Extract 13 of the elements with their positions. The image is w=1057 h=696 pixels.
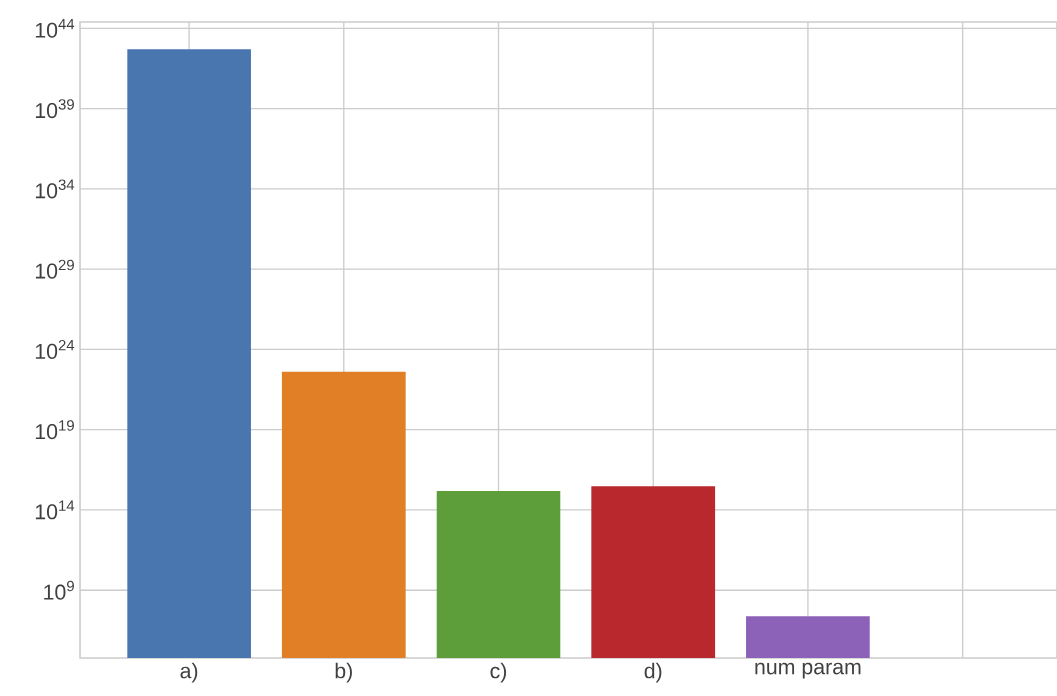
x-tick-label: b) [335,662,352,683]
y-tick-label: 10$^{39}$ [35,99,74,119]
x-tick-label: c) [490,662,507,683]
y-tick-label: 10$^{29}$ [35,259,74,279]
x-tick-label: d) [644,662,662,683]
y-tick-label: 10$^{34}$ [35,179,75,199]
y-tick-label: 10$^{44}$ [35,18,75,38]
y-tick-label: 10$^{19}$ [35,420,74,440]
y-tick-label: 10$^{14}$ [35,500,75,520]
x-tick-label: num param [755,662,861,679]
y-tick-label: 10$^{24}$ [35,339,75,359]
x-tick-label: a) [180,662,198,683]
y-tick-label: 10$^{9}$ [44,580,74,600]
